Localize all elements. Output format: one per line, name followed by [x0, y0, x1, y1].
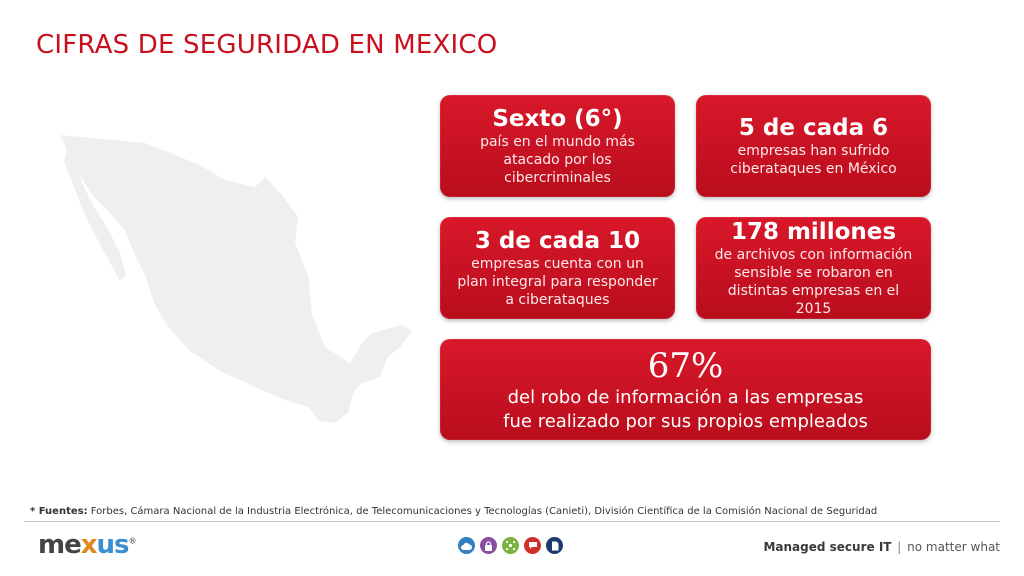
logo-x: x: [80, 530, 98, 560]
chat-icon: [524, 537, 541, 554]
stat-card-files-stolen: 178 millones de archivos con información…: [696, 217, 931, 319]
tagline-secondary: no matter what: [907, 540, 1000, 554]
stat-card-rank: Sexto (6°) país en el mundo más atacado …: [440, 95, 675, 197]
logo-registered-mark: ®: [128, 536, 137, 546]
stat-card-companies-attacked-description: empresas han sufrido ciberataques en Méx…: [730, 142, 897, 177]
footer-tagline: Managed secure IT | no matter what: [763, 540, 1000, 554]
stat-card-companies-attacked: 5 de cada 6 empresas han sufrido ciberat…: [696, 95, 931, 197]
logo-us: us: [96, 530, 130, 560]
stat-card-insider-theft-value: 67%: [647, 345, 724, 386]
stat-card-files-stolen-value: 178 millones: [730, 218, 897, 245]
mexico-map: [60, 135, 412, 423]
slide-title: CIFRAS DE SEGURIDAD EN MEXICO: [36, 30, 498, 60]
stat-card-insider-theft: 67% del robo de información a las empres…: [440, 339, 931, 440]
stat-card-rank-description: país en el mundo más atacado por los cib…: [480, 133, 635, 186]
lock-icon: [480, 537, 497, 554]
stat-card-rank-value: Sexto (6°): [492, 105, 623, 132]
sources-label: * Fuentes:: [30, 506, 88, 517]
stat-card-response-plan: 3 de cada 10 empresas cuenta con un plan…: [440, 217, 675, 319]
footer-divider: [24, 521, 1000, 522]
sources-note: * Fuentes: Forbes, Cámara Nacional de la…: [30, 506, 877, 517]
tagline-separator: |: [897, 540, 902, 554]
stat-card-response-plan-description: empresas cuenta con un plan integral par…: [457, 255, 658, 308]
tagline-primary: Managed secure IT: [763, 540, 892, 554]
stat-card-companies-attacked-value: 5 de cada 6: [738, 114, 889, 141]
sources-text: Forbes, Cámara Nacional de la Industria …: [87, 506, 878, 517]
logo-me: me: [38, 530, 82, 560]
service-icons: [458, 537, 563, 554]
document-icon: [546, 537, 563, 554]
mexus-logo: mexus®: [38, 530, 137, 560]
stat-card-response-plan-value: 3 de cada 10: [474, 227, 641, 254]
cloud-icon: [458, 537, 475, 554]
stat-card-insider-theft-description: del robo de información a las empresas f…: [503, 386, 868, 432]
network-icon: [502, 537, 519, 554]
stat-card-files-stolen-description: de archivos con información sensible se …: [714, 246, 913, 317]
